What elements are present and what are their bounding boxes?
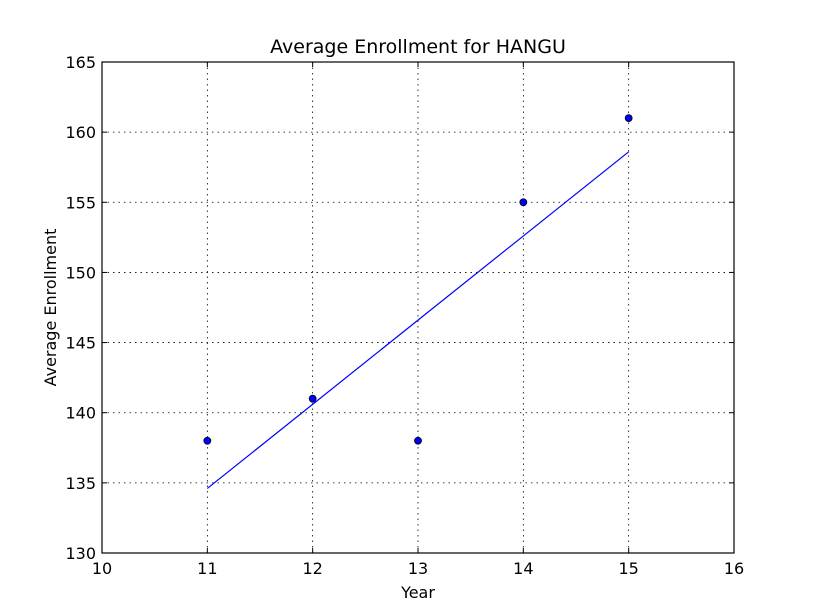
x-tick-label: 11 [197,559,217,578]
y-tick-label: 160 [65,123,96,142]
x-tick-label: 15 [618,559,638,578]
y-tick-label: 165 [65,53,96,72]
x-tick-label: 13 [408,559,428,578]
scatter-point [308,394,317,403]
scatter-point [414,436,422,445]
x-axis-label: Year [400,583,435,602]
scatter-point [203,436,212,445]
marks-layer [203,114,633,489]
x-tick-label: 16 [724,559,744,578]
y-tick-label: 130 [65,544,96,563]
x-tick-label: 10 [92,559,112,578]
ticks-layer: 10 11 12 13 14 15 16 130 135 140 145 150 155 160 165 [65,53,744,578]
trend-line [206,151,630,489]
y-tick-label: 155 [65,193,96,212]
chart-title: Average Enrollment for HANGU [270,36,566,58]
plot-frame [101,61,735,554]
x-tick-label: 12 [302,559,322,578]
scatter-point [519,198,528,207]
grid-layer [102,62,734,553]
y-tick-label: 140 [65,404,96,423]
x-tick-label: 14 [513,559,533,578]
scatter-point [624,114,633,123]
y-tick-label: 145 [65,334,96,353]
y-tick-label: 150 [65,263,96,282]
y-axis-label: Average Enrollment [41,229,60,387]
y-tick-label: 135 [65,474,96,493]
